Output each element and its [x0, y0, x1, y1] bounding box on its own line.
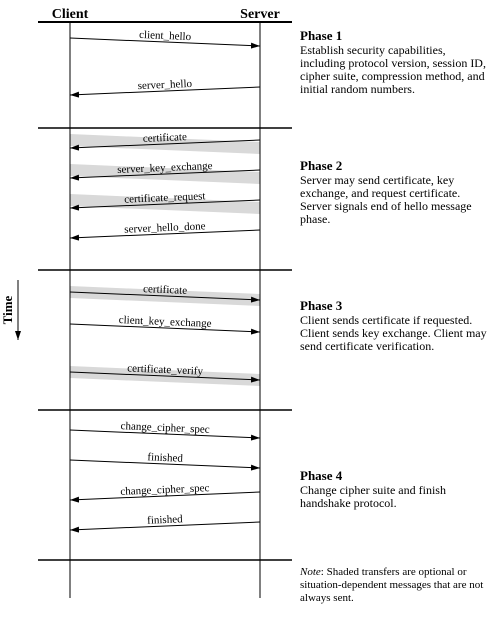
certificate_1-label: certificate — [143, 131, 188, 145]
note: Note: Shaded transfers are optional orsi… — [299, 566, 483, 604]
server-header: Server — [240, 7, 280, 22]
finished_2-label: finished — [147, 513, 183, 527]
client_key_exchange-label: client_key_exchange — [118, 314, 211, 330]
finished_1-label: finished — [147, 451, 183, 465]
server_hello_done-label: server_hello_done — [124, 220, 206, 235]
phase2-desc: Server may send certificate, keyexchange… — [300, 173, 472, 226]
server_hello-label: server_hello — [137, 78, 192, 92]
client_hello-label: client_hello — [139, 29, 192, 43]
phase3-title: Phase 3 — [300, 298, 343, 313]
certificate_2-label: certificate — [143, 283, 188, 297]
change_cipher_spec_2-label: change_cipher_spec — [120, 482, 210, 498]
client-header: Client — [52, 7, 89, 22]
phase4-title: Phase 4 — [300, 468, 343, 483]
phase2-title: Phase 2 — [300, 158, 342, 173]
change_cipher_spec_1-label: change_cipher_spec — [120, 420, 210, 436]
phase1-title: Phase 1 — [300, 28, 342, 43]
time-label: Time — [0, 295, 15, 324]
phase4-desc: Change cipher suite and finishhandshake … — [300, 483, 446, 510]
phase3-desc: Client sends certificate if requested.Cl… — [300, 313, 487, 353]
phase1-desc: Establish security capabilities,includin… — [300, 43, 486, 96]
